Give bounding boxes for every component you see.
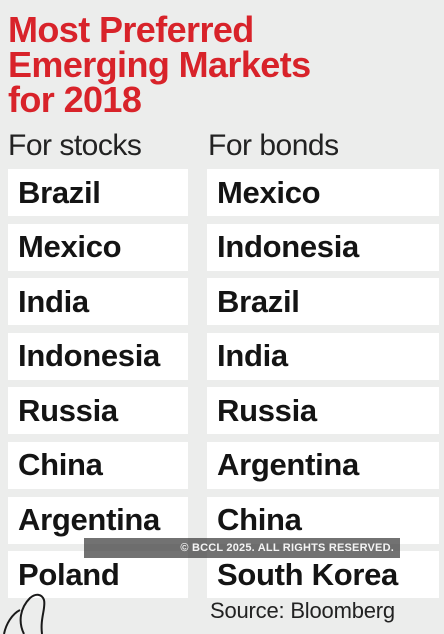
title-line-1: Most Preferred (8, 9, 254, 50)
bonds-item: China (207, 496, 439, 544)
copyright-watermark: © BCCL 2025. ALL RIGHTS RESERVED. (84, 538, 400, 558)
bonds-item: Argentina (207, 441, 439, 489)
title-line-2: Emerging Markets (8, 44, 311, 85)
sketch-illustration (3, 593, 46, 634)
bonds-item: Russia (207, 387, 439, 435)
bonds-item: Mexico (207, 169, 439, 216)
bonds-item: Indonesia (207, 223, 439, 271)
stocks-item: Argentina (8, 496, 188, 544)
stocks-item: Brazil (8, 169, 188, 216)
stocks-list: Brazil Mexico India Indonesia Russia Chi… (8, 169, 188, 606)
bonds-list: Mexico Indonesia Brazil India Russia Arg… (207, 169, 439, 606)
stocks-item: India (8, 278, 188, 326)
stocks-item: Indonesia (8, 332, 188, 380)
bonds-item: India (207, 332, 439, 380)
source-credit: Source: Bloomberg (210, 598, 395, 623)
stocks-item: Russia (8, 387, 188, 435)
stocks-item: China (8, 441, 188, 489)
stocks-column-header: For stocks (8, 129, 142, 162)
page-title: Most Preferred Emerging Markets for 2018 (8, 9, 311, 120)
stocks-item: Mexico (8, 223, 188, 271)
bonds-column-header: For bonds (208, 129, 339, 162)
title-line-3: for 2018 (8, 79, 142, 120)
stocks-item: Poland (8, 551, 188, 599)
bonds-item: South Korea (207, 551, 439, 599)
bonds-item: Brazil (207, 278, 439, 326)
